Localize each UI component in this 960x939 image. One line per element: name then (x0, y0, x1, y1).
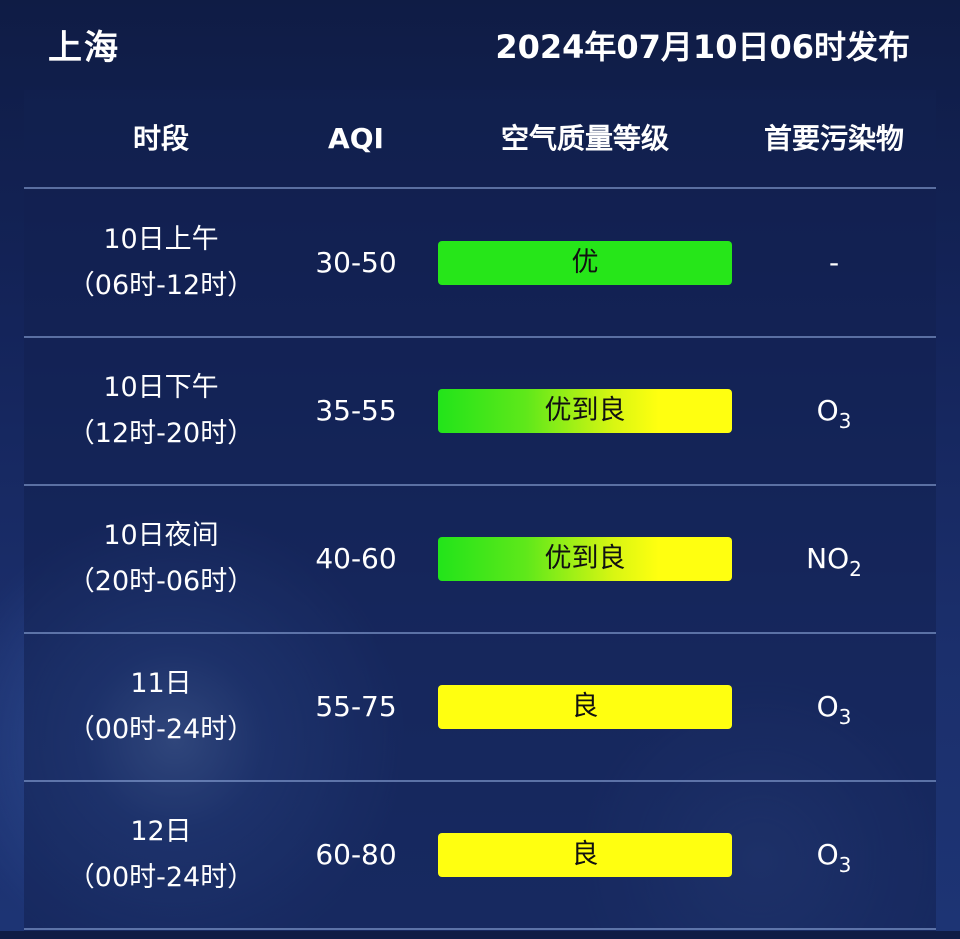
pollutant-formula: O (816, 838, 839, 871)
period-cell: 11日 （00时-24时） (24, 633, 298, 781)
column-header-period: 时段 (132, 122, 189, 155)
period-hours: （12时-20时） (67, 418, 255, 449)
divider (24, 780, 936, 782)
release-time: 2024年07月10日06时发布 (495, 28, 910, 66)
pollutant-subscript: 3 (838, 853, 852, 877)
table-row: 10日夜间 （20时-06时） 40-60 优到良 NO2 (24, 485, 936, 633)
primary-pollutant: O3 (732, 337, 936, 485)
quality-level-badge: 良 (438, 685, 732, 729)
divider (24, 187, 936, 189)
period-date: 10日下午 (103, 372, 219, 403)
quality-level-badge: 优 (438, 241, 732, 285)
period-cell: 12日 （00时-24时） (24, 781, 298, 929)
pollutant-subscript: 2 (849, 557, 862, 581)
period-cell: 10日下午 （12时-20时） (24, 337, 298, 485)
pollutant-formula: - (828, 246, 840, 279)
pollutant-formula: NO (806, 542, 850, 575)
aqi-range: 35-55 (315, 394, 397, 427)
table-row: 10日上午 （06时-12时） 30-50 优 - (24, 189, 936, 337)
column-header-aqi: AQI (328, 122, 384, 155)
period-date: 11日 (130, 668, 192, 699)
quality-level-badge: 优到良 (438, 389, 732, 433)
table-row: 12日 （00时-24时） 60-80 良 O3 (24, 781, 936, 929)
aqi-range: 55-75 (315, 690, 397, 723)
divider (24, 632, 936, 634)
city-name: 上海 (48, 28, 120, 68)
aqi-range: 40-60 (315, 542, 397, 575)
pollutant-subscript: 3 (838, 705, 852, 729)
divider (24, 336, 936, 338)
quality-level-badge: 良 (438, 833, 732, 877)
period-hours: （20时-06时） (67, 566, 255, 597)
aqi-forecast-table: 时段 AQI 空气质量等级 首要污染物 10日上午 （06时-12时） 30-5… (24, 90, 936, 931)
divider (24, 928, 936, 930)
period-hours: （00时-24时） (67, 714, 255, 745)
primary-pollutant: O3 (732, 633, 936, 781)
period-date: 10日夜间 (103, 520, 219, 551)
pollutant-formula: O (816, 690, 839, 723)
primary-pollutant: O3 (732, 781, 936, 929)
period-date: 10日上午 (103, 224, 219, 255)
quality-level-badge: 优到良 (438, 537, 732, 581)
primary-pollutant: - (732, 189, 936, 337)
period-cell: 10日夜间 （20时-06时） (24, 485, 298, 633)
table-row: 10日下午 （12时-20时） 35-55 优到良 O3 (24, 337, 936, 485)
period-hours: （00时-24时） (67, 862, 255, 893)
primary-pollutant: NO2 (732, 485, 936, 633)
pollutant-formula: O (816, 394, 839, 427)
column-header-level: 空气质量等级 (500, 122, 669, 155)
period-hours: （06时-12时） (67, 270, 255, 301)
period-cell: 10日上午 （06时-12时） (24, 189, 298, 337)
aqi-range: 30-50 (315, 246, 397, 279)
period-date: 12日 (130, 816, 192, 847)
column-header-pollutant: 首要污染物 (763, 122, 904, 155)
table-row: 11日 （00时-24时） 55-75 良 O3 (24, 633, 936, 781)
header: 上海 2024年07月10日06时发布 (0, 0, 960, 90)
divider (24, 484, 936, 486)
pollutant-subscript: 3 (838, 409, 852, 433)
aqi-range: 60-80 (315, 838, 397, 871)
